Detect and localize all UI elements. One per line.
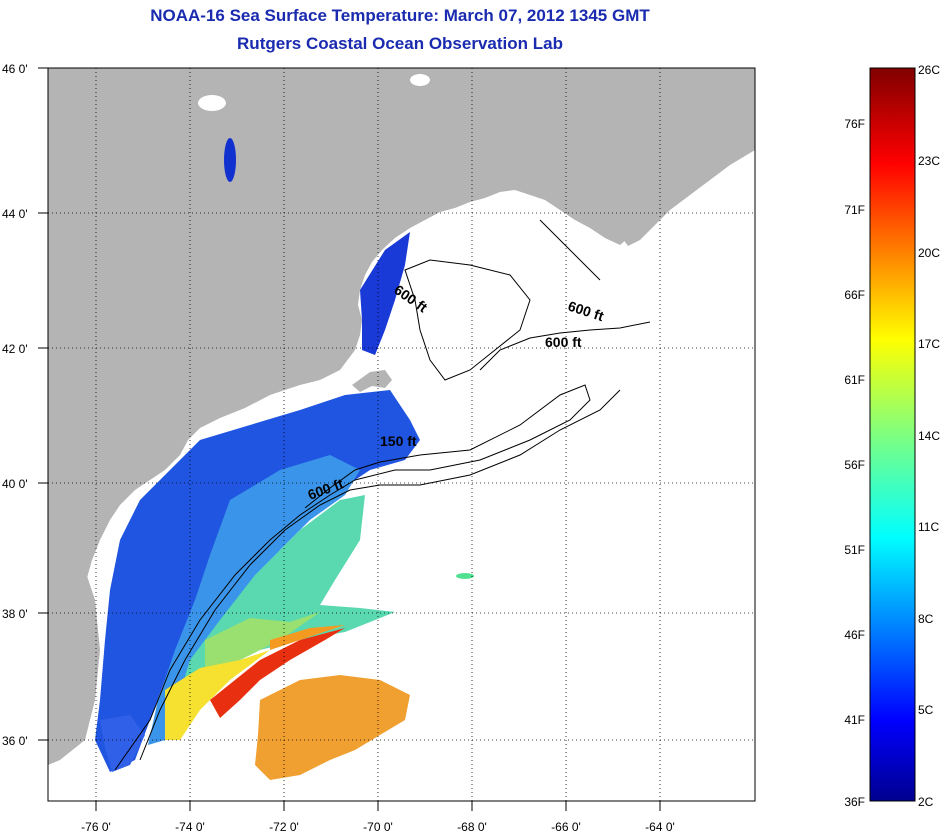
colorbar-label-f: 71F (844, 203, 865, 217)
colorbar-label-f: 76F (844, 117, 865, 131)
contour-label-2: 600 ft (545, 334, 582, 350)
sst-hatteras (100, 715, 145, 772)
colorbar-label-c: 23C (918, 154, 940, 168)
colorbar-label-c: 2C (918, 795, 934, 809)
colorbar-label-f: 46F (844, 628, 865, 642)
colorbar-label-c: 14C (918, 429, 940, 443)
x-tick-label: -68 0' (457, 820, 487, 834)
colorbar-label-c: 11C (918, 520, 939, 534)
colorbar-label-c: 5C (918, 703, 934, 717)
y-tick-label: 36 0' (2, 734, 28, 748)
sst-gulf-stream-yellow (165, 650, 270, 740)
x-tick-label: -64 0' (645, 820, 675, 834)
map-frame (47, 67, 756, 802)
colorbar-label-f: 51F (844, 543, 865, 557)
colorbar-label-c: 8C (918, 612, 934, 626)
colorbar-label-f: 66F (844, 288, 865, 302)
x-tick-label: -70 0' (363, 820, 393, 834)
colorbar-label-f: 61F (844, 373, 865, 387)
lake (198, 95, 226, 111)
colorbar-label-c: 20C (918, 246, 940, 260)
sst-gulf-stream-core (210, 628, 345, 718)
map-subtitle: Rutgers Coastal Ocean Observation Lab (237, 34, 563, 53)
land-cape-cod (352, 370, 392, 392)
colorbar-label-f: 56F (844, 458, 865, 472)
y-tick-label: 44 0' (2, 207, 28, 221)
bathymetry-contours (114, 219, 651, 771)
map-title: NOAA-16 Sea Surface Temperature: March 0… (150, 6, 650, 25)
land-us (48, 68, 755, 720)
sst-gulf-stream-orange (270, 625, 345, 650)
lake-champlain (224, 138, 236, 182)
colorbar-label-f: 36F (844, 795, 865, 809)
land-delmarva (48, 555, 100, 765)
y-tick-label: 40 0' (2, 477, 28, 491)
lake (410, 74, 430, 86)
y-tick-label: 42 0' (2, 342, 28, 356)
axis-ticks (38, 67, 661, 811)
contour-label-3: 150 ft (380, 433, 417, 449)
colorbar-label-c: 26C (918, 63, 940, 77)
y-tick-label: 38 0' (2, 607, 28, 621)
sst-warm-eddy (255, 675, 410, 780)
x-tick-label: -72 0' (269, 820, 299, 834)
x-tick-label: -76 0' (81, 820, 111, 834)
x-tick-label: -66 0' (551, 820, 581, 834)
colorbar (869, 67, 916, 802)
land-nova-scotia (600, 68, 755, 246)
x-tick-label: -74 0' (175, 820, 205, 834)
colorbar-label-f: 41F (844, 713, 865, 727)
sst-patch (456, 573, 474, 579)
colorbar-label-c: 17C (918, 337, 940, 351)
sst-gulf-of-maine (360, 232, 410, 355)
y-tick-label: 46 0' (2, 62, 28, 76)
